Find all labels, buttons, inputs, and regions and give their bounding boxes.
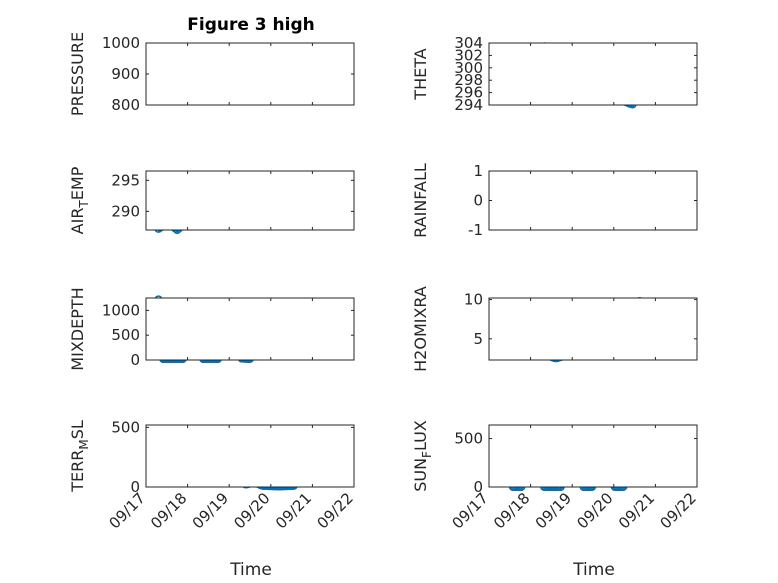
subplot-rainfall: -1 0 1 RAINFALL — [411, 162, 698, 239]
y-tick-label: 0 — [130, 351, 140, 369]
y-tick-label: 304 — [454, 34, 483, 52]
subplot-mixdepth: 0 500 1000 MIXDEPTH — [68, 287, 355, 371]
y-axis-label: H2OMIXRA — [411, 286, 430, 372]
x-tick-label: 09/20 — [230, 489, 273, 532]
y-axis-label-tail: SL — [68, 420, 87, 439]
y-tick-label: -1 — [468, 221, 483, 239]
x-axis-label-left: Time — [229, 560, 272, 580]
axis-frame — [488, 42, 698, 106]
axis-frame — [488, 297, 698, 361]
y-tick-label: 1000 — [102, 34, 140, 52]
x-tick-label: 09/22 — [657, 489, 700, 532]
x-tick-label: 09/18 — [147, 489, 190, 532]
y-axis-label-subscript: M — [77, 439, 91, 449]
y-axis-label-main: RAINFALL — [411, 163, 430, 238]
subplot-pressure: 800 900 1000 PRESSURE — [68, 32, 355, 116]
y-axis-label: RAINFALL — [411, 163, 430, 238]
x-tick-label: 09/21 — [615, 489, 658, 532]
figure-title: Figure 3 high — [187, 15, 315, 35]
subplot-h2omixra: 5 10 H2OMIXRA — [411, 286, 698, 372]
y-axis-label-tail: LUX — [411, 420, 430, 451]
y-axis-label: PRESSURE — [68, 32, 87, 116]
y-axis-label-subscript: T — [77, 200, 91, 209]
x-tick-label: 09/17 — [449, 489, 492, 532]
x-tick-label: 09/18 — [490, 489, 533, 532]
y-axis-label-subscript: F — [420, 451, 434, 458]
axis-frame — [488, 424, 698, 488]
y-tick-label: 0 — [473, 478, 483, 496]
y-tick-label: 298 — [454, 71, 483, 89]
y-axis-label-main: SUN — [411, 458, 430, 492]
y-axis-label: THETA — [411, 48, 430, 100]
axis-frame — [145, 424, 355, 488]
y-tick-label: 1000 — [102, 301, 140, 319]
y-tick-label: 0 — [130, 478, 140, 496]
x-tick-label: 09/19 — [532, 489, 575, 532]
y-tick-label: 296 — [454, 84, 483, 102]
x-tick-label: 09/20 — [573, 489, 616, 532]
y-axis-label: SUNFLUX — [411, 420, 434, 492]
y-axis-label-main: H2OMIXRA — [411, 286, 430, 372]
y-axis-label: TERRMSL — [68, 420, 91, 493]
y-tick-label: 290 — [111, 202, 140, 220]
axis-frame — [145, 42, 355, 106]
y-axis-label: AIRTEMP — [68, 166, 91, 234]
y-tick-label: 294 — [454, 96, 483, 114]
y-axis-label: MIXDEPTH — [68, 287, 87, 370]
y-tick-label: 500 — [454, 430, 483, 448]
subplot-air_temp: 290 295 AIRTEMP — [68, 166, 355, 234]
y-axis-label-main: PRESSURE — [68, 32, 87, 116]
y-tick-label: 300 — [454, 59, 483, 77]
x-tick-label: 09/22 — [314, 489, 357, 532]
y-axis-label-main: MIXDEPTH — [68, 287, 87, 370]
axis-frame — [145, 297, 355, 361]
axis-frame — [488, 170, 698, 231]
y-tick-label: 302 — [454, 46, 483, 64]
y-tick-label: 0 — [473, 192, 483, 210]
axis-frame — [145, 170, 355, 231]
y-tick-label: 10 — [464, 291, 483, 309]
x-tick-label: 09/19 — [189, 489, 232, 532]
x-tick-label: 09/17 — [106, 489, 149, 532]
y-tick-label: 5 — [473, 330, 483, 348]
y-tick-label: 900 — [111, 65, 140, 83]
y-tick-label: 1 — [473, 162, 483, 180]
y-axis-label-main: TERR — [68, 450, 87, 493]
y-tick-label: 500 — [111, 418, 140, 436]
x-axis-label-right: Time — [572, 560, 615, 580]
y-tick-label: 800 — [111, 96, 140, 114]
y-axis-label-tail: EMP — [68, 166, 87, 200]
y-tick-label: 500 — [111, 326, 140, 344]
y-axis-label-main: THETA — [411, 48, 430, 100]
y-axis-label-main: AIR — [68, 208, 87, 235]
y-tick-label: 295 — [111, 171, 140, 189]
x-tick-label: 09/21 — [272, 489, 315, 532]
